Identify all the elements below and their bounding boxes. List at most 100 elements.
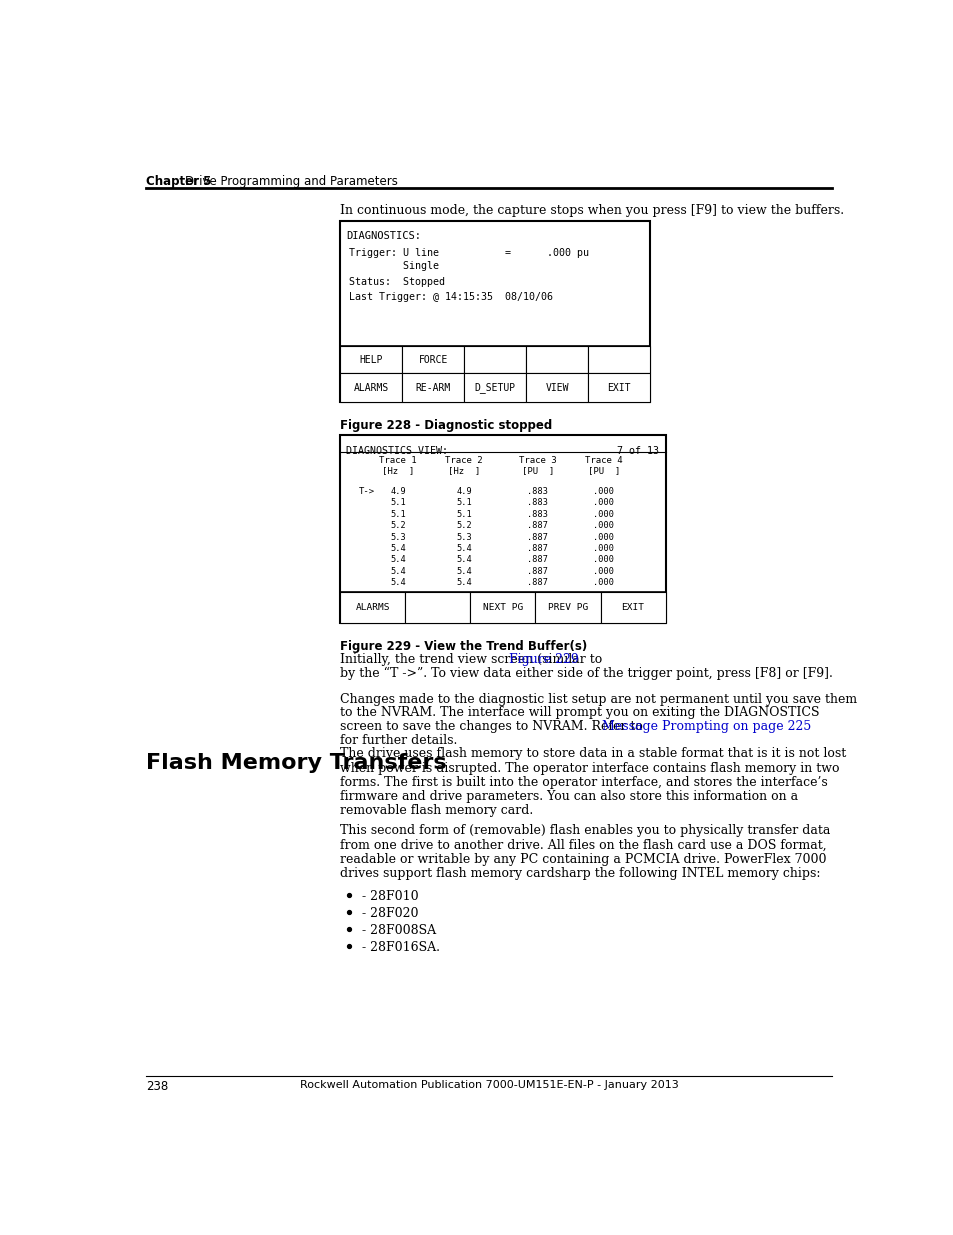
Text: 4.9: 4.9 (456, 487, 472, 496)
Bar (402, 346, 464, 373)
Text: 5.4: 5.4 (456, 556, 472, 564)
Text: 5.4: 5.4 (456, 578, 472, 587)
Text: .887: .887 (527, 578, 548, 587)
Text: 5.2: 5.2 (456, 521, 472, 530)
Text: from one drive to another drive. All files on the flash card use a DOS format,: from one drive to another drive. All fil… (340, 839, 826, 851)
Text: .000: .000 (593, 556, 614, 564)
Text: 5.2: 5.2 (390, 521, 406, 530)
Text: when power is disrupted. The operator interface contains flash memory in two: when power is disrupted. The operator in… (340, 762, 839, 774)
Text: removable flash memory card.: removable flash memory card. (340, 804, 533, 818)
Text: .000: .000 (593, 532, 614, 542)
Text: 5.4: 5.4 (390, 543, 406, 553)
Text: Drive Programming and Parameters: Drive Programming and Parameters (185, 175, 397, 188)
Text: Trace 3
[PU  ]: Trace 3 [PU ] (518, 456, 556, 475)
Text: - 28F020: - 28F020 (361, 906, 417, 920)
Text: by the “T ->”. To view data either side of the trigger point, press [F8] or [F9]: by the “T ->”. To view data either side … (340, 667, 832, 679)
Text: 5.4: 5.4 (390, 578, 406, 587)
Bar (340, 373, 402, 403)
Bar (340, 435, 665, 624)
Text: Flash Memory Transfers: Flash Memory Transfers (146, 752, 447, 773)
Text: 4.9: 4.9 (390, 487, 406, 496)
Bar (525, 346, 587, 373)
Bar (464, 346, 525, 373)
Text: 5.1: 5.1 (456, 510, 472, 519)
Bar (470, 593, 535, 624)
Text: 5.4: 5.4 (456, 567, 472, 576)
Text: to the NVRAM. The interface will prompt you on exiting the DIAGNOSTICS: to the NVRAM. The interface will prompt … (340, 706, 819, 720)
Bar (599, 593, 665, 624)
Bar (340, 346, 402, 373)
Text: - 28F008SA: - 28F008SA (361, 924, 436, 936)
Text: Chapter 5: Chapter 5 (146, 175, 212, 188)
Text: .887: .887 (527, 556, 548, 564)
Bar (405, 593, 470, 624)
Bar (525, 373, 587, 403)
Text: .000: .000 (593, 487, 614, 496)
Text: EXIT: EXIT (607, 383, 630, 393)
Text: .000: .000 (593, 567, 614, 576)
Text: .883: .883 (527, 510, 548, 519)
Text: .000: .000 (593, 510, 614, 519)
Text: T->: T-> (359, 487, 375, 496)
Text: 5.4: 5.4 (456, 543, 472, 553)
Text: Last Trigger: @ 14:15:35  08/10/06: Last Trigger: @ 14:15:35 08/10/06 (349, 293, 553, 303)
Text: 5.3: 5.3 (456, 532, 472, 542)
Text: NEXT PG: NEXT PG (482, 604, 522, 613)
Text: Status:  Stopped: Status: Stopped (349, 277, 445, 287)
Bar (535, 593, 599, 624)
Text: firmware and drive parameters. You can also store this information on a: firmware and drive parameters. You can a… (340, 790, 798, 803)
Bar (402, 373, 464, 403)
Text: Trace 1
[Hz  ]: Trace 1 [Hz ] (379, 456, 416, 475)
Text: DIAGNOSTICS VIEW:: DIAGNOSTICS VIEW: (346, 446, 448, 456)
Bar (587, 373, 649, 403)
Text: EXIT: EXIT (621, 604, 644, 613)
Text: .887: .887 (527, 543, 548, 553)
Text: drives support flash memory cardsharp the following INTEL memory chips:: drives support flash memory cardsharp th… (340, 867, 820, 881)
Text: Changes made to the diagnostic list setup are not permanent until you save them: Changes made to the diagnostic list setu… (340, 693, 857, 705)
Text: Figure 228 - Diagnostic stopped: Figure 228 - Diagnostic stopped (340, 419, 552, 432)
Text: 5.1: 5.1 (390, 510, 406, 519)
Text: .883: .883 (527, 487, 548, 496)
Text: Trigger: U line           =      .000 pu: Trigger: U line = .000 pu (349, 248, 589, 258)
Text: Trace 4
[PU  ]: Trace 4 [PU ] (584, 456, 621, 475)
Text: D_SETUP: D_SETUP (474, 382, 516, 393)
Text: .887: .887 (527, 567, 548, 576)
Text: RE-ARM: RE-ARM (416, 383, 450, 393)
Text: Figure 229 - View the Trend Buffer(s): Figure 229 - View the Trend Buffer(s) (340, 640, 587, 653)
Text: ALARMS: ALARMS (355, 604, 390, 613)
Text: - 28F010: - 28F010 (361, 889, 418, 903)
Text: In continuous mode, the capture stops when you press [F9] to view the buffers.: In continuous mode, the capture stops wh… (340, 204, 843, 216)
Text: 238: 238 (146, 1079, 169, 1093)
Text: forms. The first is built into the operator interface, and stores the interface’: forms. The first is built into the opera… (340, 776, 827, 789)
Text: Message Prompting on page 225: Message Prompting on page 225 (601, 720, 810, 734)
Text: PREV PG: PREV PG (547, 604, 587, 613)
Text: The drive uses flash memory to store data in a stable format that is it is not l: The drive uses flash memory to store dat… (340, 747, 845, 761)
Text: VIEW: VIEW (545, 383, 568, 393)
Text: Initially, the trend view screen (similar to: Initially, the trend view screen (simila… (340, 652, 606, 666)
Text: 5.1: 5.1 (390, 499, 406, 508)
Bar (340, 221, 649, 403)
Text: .887: .887 (527, 521, 548, 530)
Text: ALARMS: ALARMS (354, 383, 388, 393)
Text: 5.4: 5.4 (390, 556, 406, 564)
Text: .887: .887 (527, 532, 548, 542)
Text: .000: .000 (593, 578, 614, 587)
Text: Rockwell Automation Publication 7000-UM151E-EN-P - January 2013: Rockwell Automation Publication 7000-UM1… (299, 1079, 678, 1091)
Text: .000: .000 (593, 499, 614, 508)
Text: .000: .000 (593, 543, 614, 553)
Text: HELP: HELP (359, 354, 382, 364)
Text: FORCE: FORCE (418, 354, 447, 364)
Text: 5.4: 5.4 (390, 567, 406, 576)
Text: This second form of (removable) flash enables you to physically transfer data: This second form of (removable) flash en… (340, 824, 830, 837)
Text: Figure 229: Figure 229 (509, 652, 578, 666)
Text: 7 of 13: 7 of 13 (617, 446, 659, 456)
Text: for further details.: for further details. (340, 734, 457, 747)
Text: DIAGNOSTICS:: DIAGNOSTICS: (346, 231, 421, 241)
Text: Trace 2
[Hz  ]: Trace 2 [Hz ] (445, 456, 482, 475)
Text: - 28F016SA.: - 28F016SA. (361, 941, 439, 953)
Bar (464, 373, 525, 403)
Text: screen to save the changes to NVRAM. Refer to: screen to save the changes to NVRAM. Ref… (340, 720, 646, 734)
Text: readable or writable by any PC containing a PCMCIA drive. PowerFlex 7000: readable or writable by any PC containin… (340, 852, 825, 866)
Text: Single: Single (349, 262, 439, 272)
Bar (340, 593, 405, 624)
